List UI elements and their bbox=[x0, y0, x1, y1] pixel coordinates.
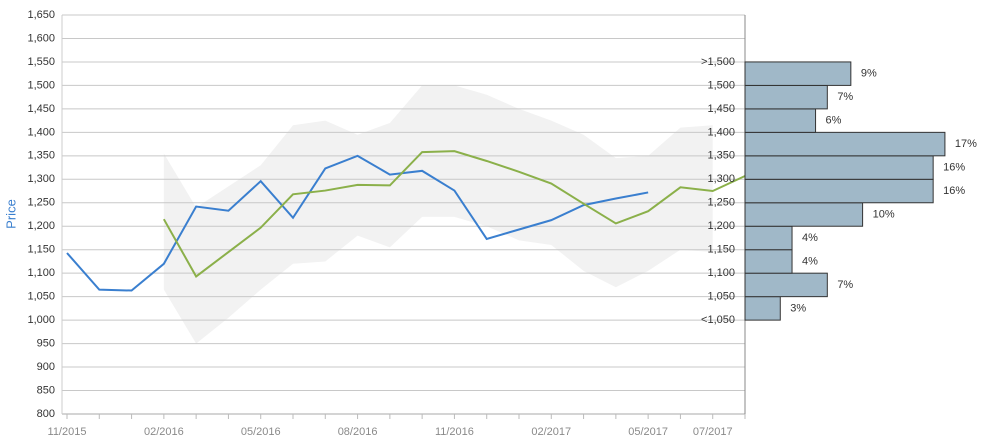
y-tick-label: 1,500 bbox=[27, 79, 55, 91]
y-tick-label: 1,250 bbox=[27, 197, 55, 209]
histogram-bar bbox=[744, 272, 828, 298]
bin-label: 1,250 bbox=[707, 197, 735, 209]
x-tick-label: 11/2016 bbox=[435, 426, 474, 438]
bin-label: 1,300 bbox=[707, 173, 735, 185]
value-label: 4% bbox=[802, 232, 818, 244]
histogram-bar bbox=[744, 61, 852, 86]
histogram-bar bbox=[744, 249, 793, 274]
x-tick-label: 11/2015 bbox=[48, 426, 87, 438]
y-tick-label: 1,350 bbox=[27, 150, 55, 162]
price-line bbox=[162, 150, 746, 278]
histogram-bar bbox=[744, 155, 934, 180]
x-tick-label: 02/2017 bbox=[531, 426, 571, 438]
value-label: 4% bbox=[802, 255, 818, 267]
bin-label: 1,050 bbox=[707, 291, 735, 303]
x-tick-label: 05/2017 bbox=[628, 426, 668, 438]
y-tick-label: 1,100 bbox=[27, 267, 55, 279]
y-tick-label: 1,650 bbox=[27, 9, 55, 21]
y-tick-label: 950 bbox=[37, 337, 55, 349]
x-tick-label: 08/2016 bbox=[338, 426, 378, 438]
value-label: 3% bbox=[790, 302, 806, 314]
bin-label: 1,350 bbox=[707, 150, 735, 162]
y-tick-label: 1,150 bbox=[27, 244, 55, 256]
y-tick-label: 1,450 bbox=[27, 103, 55, 115]
y-tick-label: 1,200 bbox=[27, 220, 55, 232]
value-label: 7% bbox=[837, 279, 853, 291]
value-label: 10% bbox=[873, 208, 895, 220]
y-tick-label: 1,300 bbox=[27, 173, 55, 185]
value-label: 17% bbox=[955, 138, 977, 150]
y-axis-label: Price bbox=[3, 199, 18, 229]
histogram-bar bbox=[744, 225, 793, 251]
bin-label: 1,400 bbox=[707, 126, 735, 138]
histogram-bar bbox=[744, 202, 864, 227]
y-tick-label: 1,400 bbox=[27, 126, 55, 138]
bin-label: 1,200 bbox=[707, 220, 735, 232]
histogram-bar bbox=[744, 296, 781, 321]
value-label: 9% bbox=[861, 68, 877, 80]
price-line bbox=[66, 154, 649, 292]
value-label: 16% bbox=[943, 185, 965, 197]
x-tick-label: 07/2017 bbox=[693, 426, 733, 438]
histogram-bar bbox=[744, 108, 817, 133]
y-tick-label: 1,600 bbox=[27, 32, 55, 44]
value-label: 6% bbox=[826, 115, 842, 127]
band bbox=[163, 85, 713, 344]
x-tick-label: 05/2016 bbox=[241, 426, 281, 438]
value-label: 16% bbox=[943, 161, 965, 173]
bin-label: <1,050 bbox=[701, 314, 735, 326]
histogram-bar bbox=[744, 178, 934, 204]
histogram-bar bbox=[744, 84, 828, 110]
y-tick-label: 850 bbox=[37, 384, 55, 396]
y-tick-label: 800 bbox=[37, 408, 55, 420]
histogram-bar bbox=[744, 131, 946, 157]
bin-label: 1,100 bbox=[707, 267, 735, 279]
y-tick-label: 1,550 bbox=[27, 56, 55, 68]
bin-label: 1,150 bbox=[707, 244, 735, 256]
bin-label: 1,500 bbox=[707, 79, 735, 91]
x-tick-label: 02/2016 bbox=[144, 426, 184, 438]
y-tick-label: 1,000 bbox=[27, 314, 55, 326]
bin-label: 1,450 bbox=[707, 103, 735, 115]
y-tick-label: 1,050 bbox=[27, 291, 55, 303]
value-label: 7% bbox=[837, 91, 853, 103]
y-tick-label: 900 bbox=[37, 361, 55, 373]
bin-label: >1,500 bbox=[701, 56, 735, 68]
